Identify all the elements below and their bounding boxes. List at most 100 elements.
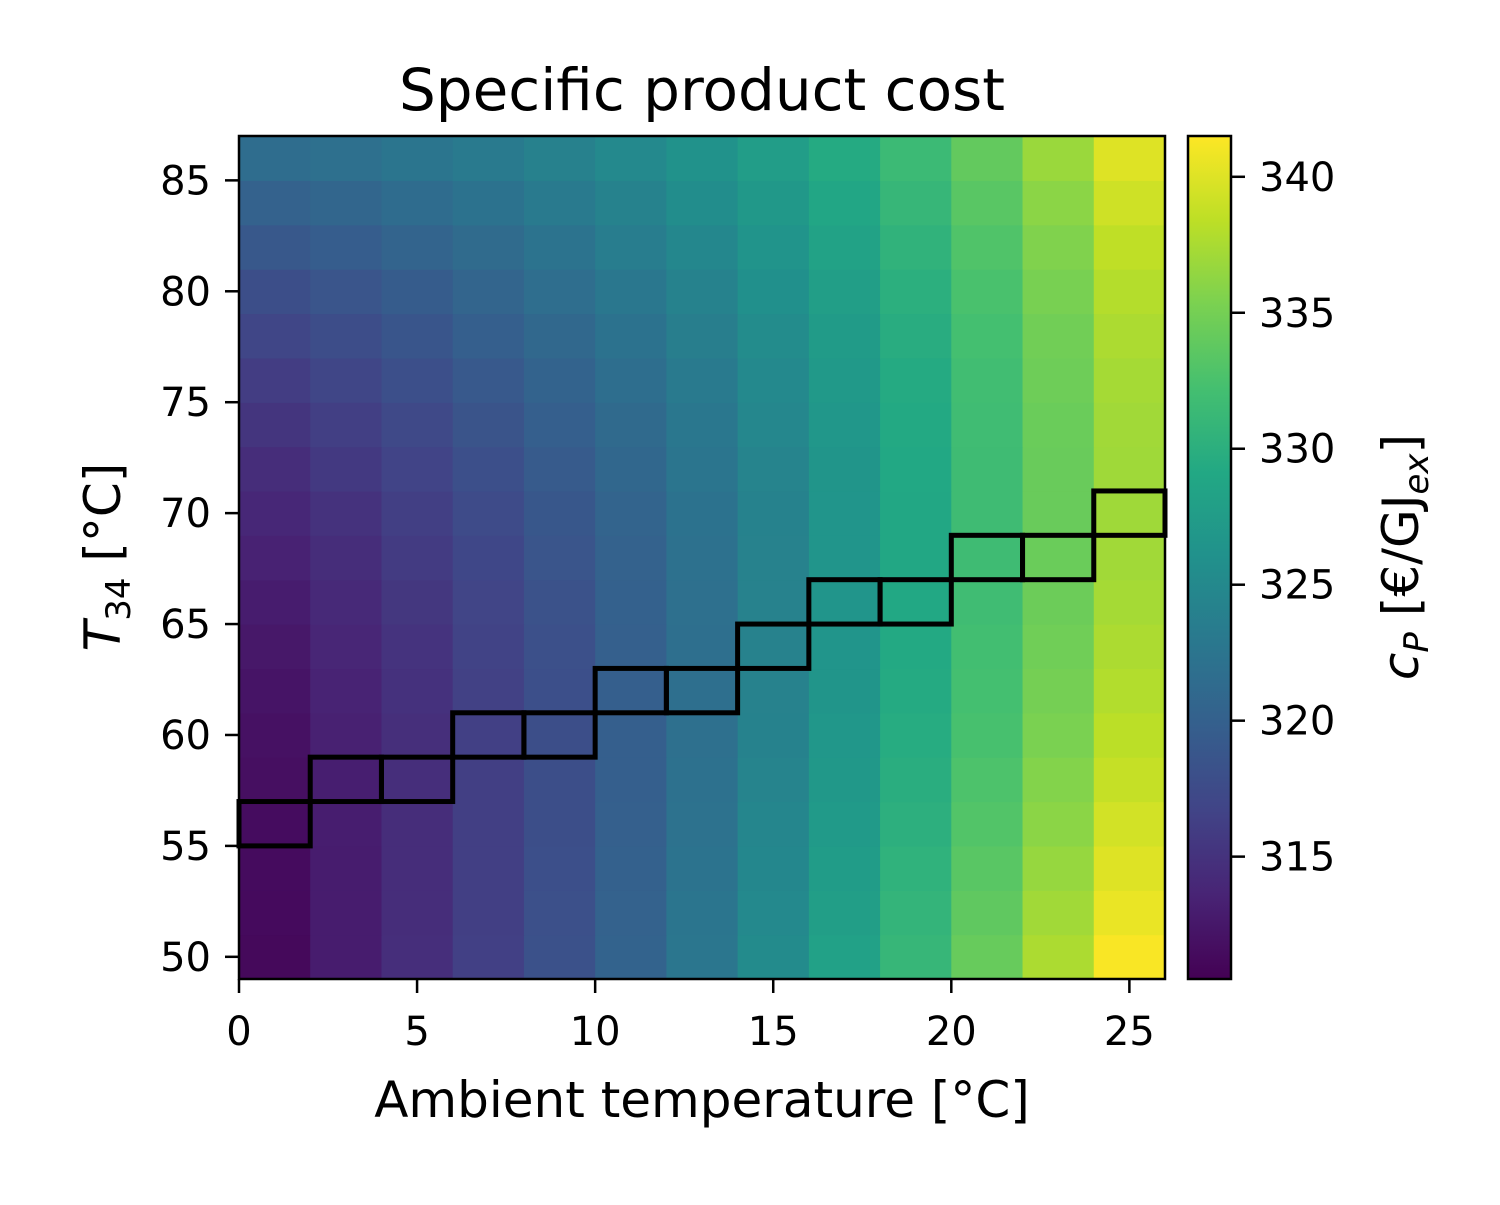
heatmap-cell (737, 224, 810, 270)
heatmap-cell (666, 402, 739, 448)
heatmap-cell (951, 845, 1024, 891)
heatmap-cell (452, 934, 525, 980)
heatmap-cell (808, 624, 881, 670)
heatmap-cell (666, 224, 739, 270)
y-tick-label: 65 (160, 602, 211, 648)
heatmap-cell (310, 446, 383, 492)
heatmap-cell (523, 624, 596, 670)
heatmap-cell (1022, 668, 1095, 714)
heatmap-cell (666, 712, 739, 758)
heatmap-cell (808, 845, 881, 891)
colorbar-tick-label: 330 (1259, 427, 1335, 473)
heatmap-cell (951, 446, 1024, 492)
heatmap-cell (1022, 757, 1095, 803)
heatmap-cell (880, 357, 952, 403)
heatmap-cell (1093, 224, 1166, 270)
heatmap-cell (951, 801, 1024, 847)
heatmap-cell (381, 136, 454, 181)
heatmap-cell (808, 490, 881, 536)
heatmap-cell (381, 624, 454, 670)
heatmap-cell (239, 136, 311, 181)
heatmap-cell (1093, 624, 1166, 670)
heatmap-cell (1093, 313, 1166, 359)
heatmap-cell (595, 136, 667, 181)
heatmap-cell (951, 890, 1024, 936)
heatmap-cell (523, 136, 596, 181)
heatmap-cell (310, 180, 383, 226)
heatmap-cell (310, 269, 383, 315)
heatmap-cell (523, 757, 596, 803)
heatmap-cell (1022, 224, 1095, 270)
heatmap-cell (452, 446, 525, 492)
heatmap-cell (452, 313, 525, 359)
heatmap-cell (666, 269, 739, 315)
heatmap-cell (880, 934, 952, 980)
heatmap-cell (452, 269, 525, 315)
heatmap-cell (523, 579, 596, 625)
heatmap-cell (666, 845, 739, 891)
heatmap-cell (808, 224, 881, 270)
heatmap-cell (880, 668, 952, 714)
colorbar-tick-label: 320 (1259, 699, 1335, 745)
heatmap-cell (523, 269, 596, 315)
heatmap-cell (666, 446, 739, 492)
heatmap-cell (381, 668, 454, 714)
heatmap-cell (951, 313, 1024, 359)
heatmap-cell (951, 757, 1024, 803)
heatmap-cell (666, 934, 739, 980)
heatmap-cell (951, 535, 1024, 581)
y-axis-label: T34 [°C] (74, 463, 139, 652)
heatmap-cell (310, 801, 383, 847)
heatmap-cell (1093, 269, 1166, 315)
heatmap-cell (381, 712, 454, 758)
heatmap-cell (239, 446, 311, 492)
heatmap-cell (808, 801, 881, 847)
heatmap-cell (310, 624, 383, 670)
heatmap-cell (239, 180, 311, 226)
y-axis-ticks: 50 55 60 65 70 75 80 85 (160, 158, 239, 981)
heatmap-cell (880, 269, 952, 315)
heatmap-cell (1022, 490, 1095, 536)
x-tick-label: 5 (404, 1009, 429, 1055)
heatmap-cell (523, 313, 596, 359)
heatmap-cell (381, 757, 454, 803)
highlighted-cell (1020, 532, 1097, 583)
heatmap-cell (1022, 890, 1095, 936)
heatmap-cell (381, 490, 454, 536)
heatmap-cell (452, 180, 525, 226)
heatmap-cell (310, 890, 383, 936)
heatmap-cell (737, 535, 810, 581)
x-axis-ticks: 0 5 10 15 20 25 (226, 979, 1155, 1055)
heatmap-cell (737, 934, 810, 980)
heatmap-cell (452, 357, 525, 403)
y-tick-label: 80 (160, 269, 211, 315)
heatmap-cell (951, 224, 1024, 270)
heatmap-cell (808, 402, 881, 448)
x-tick-label: 25 (1104, 1009, 1155, 1055)
colorbar-tick-label: 335 (1259, 291, 1335, 337)
highlighted-cell (521, 710, 598, 760)
heatmap-cell (737, 136, 810, 181)
heatmap-cell (523, 224, 596, 270)
heatmap-cell (595, 357, 667, 403)
x-axis-label: Ambient temperature [°C] (374, 1071, 1030, 1129)
heatmap-cell (737, 845, 810, 891)
heatmap-cell (808, 313, 881, 359)
heatmap-cell (737, 579, 810, 625)
heatmap-cell (452, 490, 525, 536)
heatmap-cell (1093, 668, 1166, 714)
heatmap-cell (381, 269, 454, 315)
heatmap-cell (1022, 801, 1095, 847)
heatmap-cell (737, 712, 810, 758)
heatmap-cell (310, 490, 383, 536)
heatmap-cell (239, 624, 311, 670)
colorbar-ticks: 315 320 325 330 335 340 (1231, 155, 1335, 881)
heatmap-cell (737, 757, 810, 803)
heatmap-cell (452, 668, 525, 714)
colorbar-tick-label: 315 (1259, 835, 1335, 881)
heatmap-cell (1093, 934, 1166, 980)
colorbar-label-mid: [€/GJ (1372, 494, 1430, 632)
heatmap-cell (1022, 136, 1095, 181)
heatmap-cell (1022, 712, 1095, 758)
heatmap-cell (666, 757, 739, 803)
